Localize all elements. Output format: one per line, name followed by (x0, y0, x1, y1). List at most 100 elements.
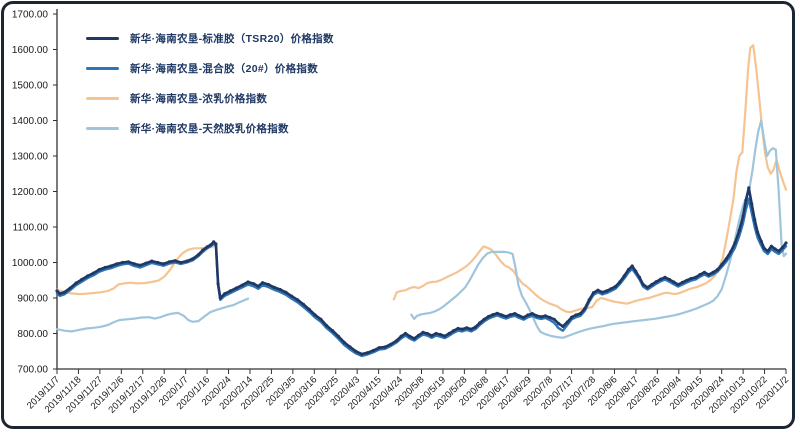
series-marker (591, 291, 596, 295)
series-marker (676, 282, 680, 287)
series-marker (443, 334, 447, 338)
series-marker (284, 290, 288, 294)
series-marker (672, 280, 676, 284)
series-marker (161, 262, 165, 266)
series-marker (724, 257, 728, 261)
series-marker (482, 317, 486, 321)
legend-line-swatch-icon (86, 36, 119, 41)
series-marker (296, 298, 300, 302)
series-marker (596, 288, 600, 292)
series-marker (613, 285, 618, 289)
series-marker (307, 307, 311, 311)
series-marker (539, 315, 543, 319)
series-marker (680, 280, 685, 284)
series-marker (663, 275, 667, 279)
series-marker (737, 228, 741, 233)
series-marker (342, 340, 346, 344)
series-marker (473, 325, 477, 329)
series-marker (729, 250, 733, 254)
series-marker (600, 290, 604, 294)
series-line-0 (55, 186, 788, 356)
series-marker (272, 285, 276, 289)
series-marker (769, 244, 774, 248)
y-axis-tick-label: 1400.00 (12, 116, 49, 127)
series-marker (412, 336, 416, 341)
series-marker (517, 314, 521, 318)
series-marker (650, 282, 654, 287)
y-axis-tick-label: 1000.00 (12, 258, 49, 269)
series-marker (744, 198, 748, 202)
series-marker (711, 270, 715, 274)
series-marker (574, 313, 578, 317)
legend-label: 新华·海南农垦-天然胶乳价格指数 (130, 123, 289, 135)
series-marker (371, 348, 375, 353)
series-line-3 (55, 297, 250, 333)
series-marker (209, 243, 213, 247)
series-marker (784, 241, 788, 245)
series-marker (179, 260, 183, 265)
series-marker (103, 265, 107, 270)
series-marker (191, 257, 195, 261)
series-marker (508, 313, 512, 317)
series-marker (689, 276, 693, 281)
series-marker (126, 260, 130, 264)
legend-item-0: 新华·海南农垦-标准胶（TSR20）价格指数 (86, 31, 334, 46)
series-marker (500, 313, 504, 317)
series-marker (360, 352, 364, 356)
series-marker (469, 327, 473, 331)
y-axis-tick-label: 1200.00 (12, 187, 49, 198)
series-marker (759, 239, 763, 243)
series-marker (605, 289, 609, 293)
series-marker (478, 321, 482, 325)
series-marker (570, 315, 574, 319)
series-marker (348, 345, 352, 349)
series-marker (626, 268, 631, 272)
chart-frame (1, 1, 795, 429)
series-marker (733, 241, 737, 245)
y-axis-tick-label: 900.00 (17, 294, 48, 305)
series-marker (132, 262, 136, 266)
series-line-3 (410, 119, 788, 339)
legend-line-swatch-icon (86, 126, 119, 131)
legend-label: 新华·海南农垦-标准胶（TSR20）价格指数 (130, 33, 334, 45)
legend-label: 新华·海南农垦-浓乳价格指数 (130, 93, 268, 105)
series-marker (645, 285, 650, 289)
series-marker (395, 339, 399, 343)
series-marker (55, 289, 59, 293)
series-marker (465, 326, 469, 330)
series-marker (747, 186, 751, 190)
series-marker (694, 275, 698, 279)
series-marker (240, 283, 244, 287)
series-marker (408, 334, 412, 338)
y-axis-tick-label: 800.00 (17, 329, 48, 340)
series-marker (278, 287, 282, 292)
series-marker (354, 349, 358, 353)
series-marker (667, 277, 672, 282)
series-marker (504, 314, 508, 319)
series-line-2 (392, 44, 788, 314)
series-marker (185, 259, 189, 263)
series-marker (750, 202, 754, 206)
series-marker (144, 261, 148, 265)
y-axis-tick-label: 1600.00 (12, 45, 49, 56)
legend-label: 新华·海南农垦-混合胶（20#）价格指数 (130, 63, 319, 75)
series-marker (557, 322, 561, 326)
series-marker (313, 313, 317, 317)
series-marker (216, 282, 220, 286)
series-marker (702, 270, 707, 274)
series-marker (389, 342, 393, 346)
series-marker (336, 334, 340, 338)
series-marker (201, 248, 205, 252)
series-marker (212, 240, 216, 244)
series-marker (205, 245, 209, 249)
series-marker (97, 268, 101, 272)
series-marker (383, 345, 387, 349)
series-marker (156, 260, 160, 265)
series-marker (777, 249, 781, 253)
series-marker (495, 311, 499, 315)
series-marker (780, 246, 785, 250)
series-marker (561, 324, 565, 328)
y-axis-tick-label: 1100.00 (13, 223, 49, 234)
y-axis-tick-label: 1700.00 (12, 10, 49, 21)
